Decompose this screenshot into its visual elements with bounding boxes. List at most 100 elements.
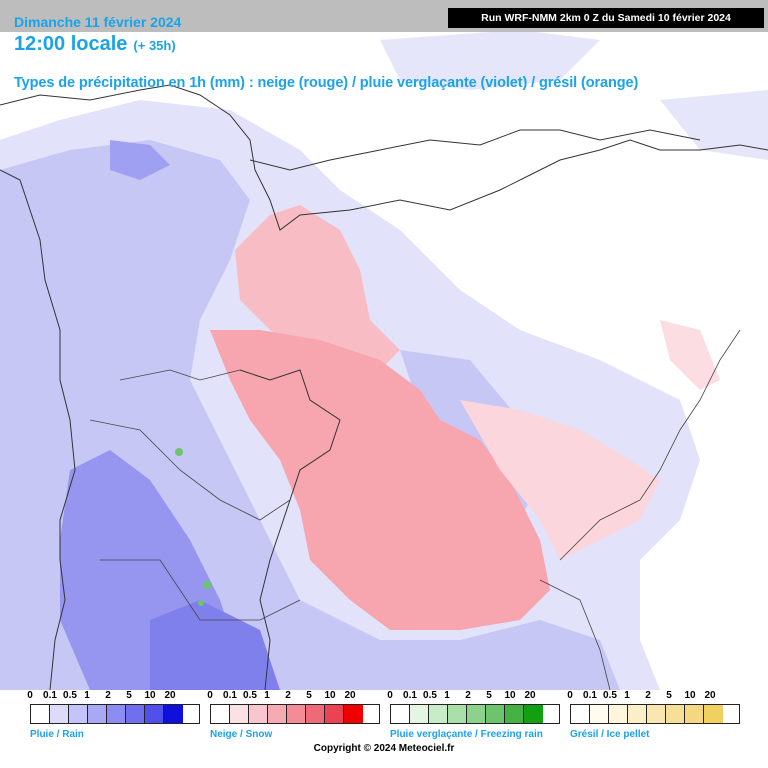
border-east — [559, 329, 741, 561]
legend-tick: 5 — [666, 690, 672, 701]
legend-swatch — [268, 705, 287, 723]
legend-tick: 20 — [164, 690, 176, 701]
legend-tick: 0 — [207, 690, 213, 701]
map-subtitle: Types de précipitation en 1h (mm) : neig… — [14, 75, 639, 91]
legend-swatch — [325, 705, 344, 723]
border-internal-2 — [89, 419, 291, 521]
legend-tick: 0.1 — [403, 690, 417, 701]
legend-ice-pellet: 0 0.1 0.5 1 2 5 10 20 Grésil / Ice pelle… — [567, 690, 740, 740]
legend-tick: 0.5 — [603, 690, 617, 701]
legend-name: Grésil / Ice pellet — [570, 729, 650, 740]
legend-swatches — [390, 704, 560, 724]
border-southeast — [539, 579, 611, 691]
rain-area-light-top — [380, 30, 600, 90]
legend-swatch — [571, 705, 590, 723]
legend-swatch — [50, 705, 69, 723]
legend-swatch — [524, 705, 543, 723]
legend-swatch — [126, 705, 145, 723]
legend-swatch — [704, 705, 723, 723]
legend-ticks: 0 0.1 0.5 1 2 5 10 20 — [567, 690, 740, 704]
legend-swatch — [344, 705, 363, 723]
forecast-date: Dimanche 11 février 2024 — [14, 14, 182, 30]
legend-swatches — [570, 704, 740, 724]
legend-swatches — [210, 704, 380, 724]
legend-tick: 0 — [27, 690, 33, 701]
rain-area-light-ne — [660, 90, 768, 160]
legend-swatch — [211, 705, 230, 723]
snow-area-central — [210, 330, 550, 630]
legend-tick: 10 — [324, 690, 336, 701]
legend-swatch — [287, 705, 306, 723]
legend-tick: 10 — [144, 690, 156, 701]
rain-area-dark-nw — [110, 140, 170, 180]
legend-rain: 0 0.1 0.5 1 2 5 10 20 Pluie / Rain — [27, 690, 200, 740]
legend-swatch — [69, 705, 88, 723]
rain-area-dark-south — [150, 600, 280, 690]
forecast-time-value: 12:00 locale — [14, 33, 128, 55]
legend-tick: 20 — [524, 690, 536, 701]
legend-swatch — [647, 705, 666, 723]
legend-snow: 0 0.1 0.5 1 2 5 10 20 Neige / Snow — [207, 690, 380, 740]
legend-tick: 20 — [344, 690, 356, 701]
legend-tick: 0 — [567, 690, 573, 701]
legend-tick: 20 — [704, 690, 716, 701]
legend-ticks: 0 0.1 0.5 1 2 5 10 20 — [27, 690, 200, 704]
run-info: Run WRF-NMM 2km 0 Z du Samedi 10 février… — [448, 8, 764, 28]
legend-tick: 10 — [504, 690, 516, 701]
snow-area-light-east — [460, 400, 660, 560]
legend-tick: 5 — [306, 690, 312, 701]
legend-swatch — [486, 705, 505, 723]
freezing-rain-spot-3 — [198, 600, 204, 606]
legend-swatch — [164, 705, 183, 723]
legend-tick: 0.5 — [63, 690, 77, 701]
legend-freezing-rain: 0 0.1 0.5 1 2 5 10 20 Pluie verglaçante … — [387, 690, 560, 740]
legend-swatch — [306, 705, 325, 723]
legend-tick: 2 — [645, 690, 651, 701]
legend-tick: 10 — [684, 690, 696, 701]
legend-swatch — [145, 705, 164, 723]
coastline — [0, 84, 768, 231]
legend-tick: 2 — [465, 690, 471, 701]
legend-tick: 0.1 — [223, 690, 237, 701]
legend-swatch — [666, 705, 685, 723]
legend-tick: 0.1 — [583, 690, 597, 701]
legend-tick: 0 — [387, 690, 393, 701]
legend-swatch — [107, 705, 126, 723]
legend-swatch — [609, 705, 628, 723]
border-internal-1 — [119, 369, 241, 381]
legend-name: Pluie / Rain — [30, 729, 84, 740]
legend-swatch — [410, 705, 429, 723]
legend-swatch — [88, 705, 107, 723]
legend-tick: 5 — [126, 690, 132, 701]
legend-tick: 1 — [84, 690, 90, 701]
legend-tick: 1 — [264, 690, 270, 701]
border-north — [249, 129, 701, 171]
legend-swatches — [30, 704, 200, 724]
legend-swatch — [590, 705, 609, 723]
legend-ticks: 0 0.1 0.5 1 2 5 10 20 — [387, 690, 560, 704]
legend-tick: 2 — [105, 690, 111, 701]
border-internal-3 — [100, 559, 301, 621]
border-spain-portugal — [239, 369, 341, 691]
legend-swatch — [391, 705, 410, 723]
freezing-rain-spot-2 — [203, 581, 211, 589]
snow-area-north — [235, 205, 400, 370]
legend-ticks: 0 0.1 0.5 1 2 5 10 20 — [207, 690, 380, 704]
legend-swatch — [628, 705, 647, 723]
legend-swatch — [230, 705, 249, 723]
forecast-time: 12:00 locale (+ 35h) — [14, 33, 176, 56]
legend-swatch — [448, 705, 467, 723]
legend-swatch — [467, 705, 486, 723]
legend-swatch — [685, 705, 704, 723]
copyright: Copyright © 2024 Meteociel.fr — [313, 743, 455, 754]
freezing-rain-spot-1 — [175, 448, 183, 456]
legend-swatch — [505, 705, 524, 723]
legend-swatch — [429, 705, 448, 723]
legend-tick: 0.5 — [423, 690, 437, 701]
legend-swatch — [249, 705, 268, 723]
legend-tick: 5 — [486, 690, 492, 701]
snow-area-light-ne — [660, 320, 720, 390]
legend-tick: 2 — [285, 690, 291, 701]
